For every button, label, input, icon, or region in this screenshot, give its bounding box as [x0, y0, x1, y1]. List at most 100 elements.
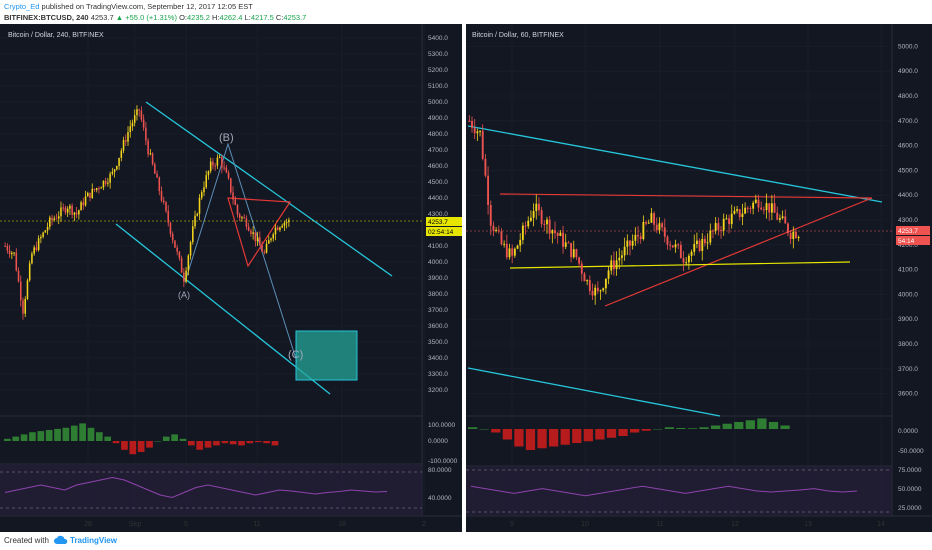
right-candle-body[interactable] [645, 222, 647, 224]
left-candle-body[interactable] [265, 243, 268, 253]
right-candle-body[interactable] [754, 199, 757, 203]
right-osc-bar[interactable] [711, 425, 721, 430]
right-osc-bar[interactable] [768, 422, 779, 429]
right-candle-body[interactable] [671, 245, 674, 248]
left-candle-body[interactable] [147, 140, 149, 155]
left-candle-body[interactable] [250, 230, 252, 234]
left-candle-body[interactable] [151, 153, 154, 165]
right-candle-body[interactable] [746, 207, 749, 209]
right-upper-trend-line[interactable] [467, 125, 883, 203]
right-candle-body[interactable] [599, 290, 602, 292]
right-candle-body[interactable] [572, 249, 575, 258]
right-rsi-line[interactable] [470, 485, 858, 497]
right-candle-body[interactable] [650, 213, 653, 223]
left-candle-body[interactable] [243, 217, 245, 219]
right-candle-body[interactable] [596, 287, 599, 292]
left-osc-bar[interactable] [137, 441, 145, 452]
right-candle-body[interactable] [741, 213, 744, 217]
right-candle-body[interactable] [492, 225, 495, 231]
right-oscillator[interactable]: 0.0000 -50.0000 [468, 418, 924, 456]
right-candle-body[interactable] [471, 120, 473, 128]
right-osc-bar[interactable] [780, 425, 790, 430]
left-candle-body[interactable] [154, 164, 156, 174]
right-candle-body[interactable] [679, 245, 682, 259]
right-candle-body[interactable] [685, 262, 688, 264]
left-candle-body[interactable] [174, 240, 176, 248]
right-candle-body[interactable] [634, 234, 637, 241]
left-candle-body[interactable] [160, 191, 163, 201]
left-candle-body[interactable] [129, 126, 132, 133]
right-candle-body[interactable] [511, 248, 514, 256]
left-osc-bar[interactable] [188, 441, 195, 446]
right-candle-body[interactable] [615, 260, 618, 270]
right-candle-body[interactable] [607, 270, 610, 279]
right-candle-body[interactable] [631, 240, 634, 246]
right-osc-bar[interactable] [549, 429, 559, 447]
left-candle-body[interactable] [91, 188, 94, 199]
left-osc-bar[interactable] [229, 441, 237, 445]
left-candle-body[interactable] [28, 263, 31, 281]
right-candle-body[interactable] [792, 231, 795, 239]
abc-wave-path[interactable] [184, 142, 298, 363]
right-candle-body[interactable] [484, 158, 487, 176]
left-candle-body[interactable] [272, 234, 275, 239]
right-candle-body[interactable] [540, 210, 543, 224]
right-candle-body[interactable] [781, 216, 784, 219]
left-candle-body[interactable] [156, 173, 158, 178]
right-candle-body[interactable] [709, 230, 712, 243]
right-candle-body[interactable] [736, 209, 739, 211]
left-candle-body[interactable] [198, 197, 201, 214]
right-candle-body[interactable] [532, 211, 535, 218]
left-candle-body[interactable] [212, 161, 214, 166]
rising-support-line[interactable] [604, 197, 873, 307]
left-candle-body[interactable] [189, 242, 192, 256]
right-osc-bar[interactable] [722, 423, 732, 429]
right-candle-body[interactable] [508, 248, 511, 258]
right-candle-body[interactable] [789, 233, 792, 239]
right-osc-bar[interactable] [560, 429, 570, 445]
right-candle-body[interactable] [706, 242, 709, 244]
horizontal-support-line[interactable] [509, 261, 851, 269]
left-candle-body[interactable] [51, 217, 53, 221]
right-candle-body[interactable] [629, 240, 631, 246]
left-osc-bar[interactable] [221, 441, 229, 444]
left-candle-body[interactable] [84, 196, 87, 206]
left-candle-body[interactable] [281, 225, 283, 228]
left-candle-body[interactable] [214, 165, 216, 167]
left-candle-body[interactable] [178, 251, 181, 259]
right-candle-body[interactable] [797, 237, 800, 239]
left-osc-bar[interactable] [162, 436, 170, 441]
left-osc-bar[interactable] [254, 441, 262, 443]
right-osc-bar[interactable] [734, 422, 744, 429]
left-candle-body[interactable] [4, 246, 6, 247]
left-candle-body[interactable] [203, 187, 205, 193]
right-candle-body[interactable] [757, 199, 760, 208]
right-candle-body[interactable] [730, 213, 733, 225]
left-osc-bar[interactable] [104, 436, 112, 441]
left-candle-body[interactable] [200, 192, 203, 198]
left-candle-body[interactable] [145, 127, 147, 141]
right-candle-body[interactable] [770, 203, 773, 213]
left-red-triangle[interactable] [227, 197, 292, 268]
left-osc-bar[interactable] [246, 441, 254, 444]
right-candle-body[interactable] [554, 230, 556, 234]
right-candle-body[interactable] [704, 238, 706, 244]
left-candle-body[interactable] [138, 109, 140, 111]
left-osc-bar[interactable] [12, 436, 20, 441]
left-candle-body[interactable] [62, 207, 64, 209]
right-osc-bar[interactable] [757, 418, 767, 430]
right-candle-body[interactable] [497, 229, 500, 232]
left-candle-body[interactable] [227, 172, 230, 179]
right-candles[interactable] [468, 115, 800, 305]
left-candle-body[interactable] [285, 222, 288, 224]
right-candle-body[interactable] [682, 258, 685, 263]
left-candle-body[interactable] [57, 216, 60, 219]
right-candle-body[interactable] [623, 246, 626, 256]
right-candle-body[interactable] [762, 209, 765, 211]
left-candle-body[interactable] [127, 132, 129, 142]
left-candle-body[interactable] [131, 122, 134, 127]
right-candle-body[interactable] [661, 223, 664, 228]
right-candle-body[interactable] [642, 222, 645, 240]
left-candles[interactable] [4, 105, 290, 320]
left-osc-bar[interactable] [238, 441, 245, 446]
